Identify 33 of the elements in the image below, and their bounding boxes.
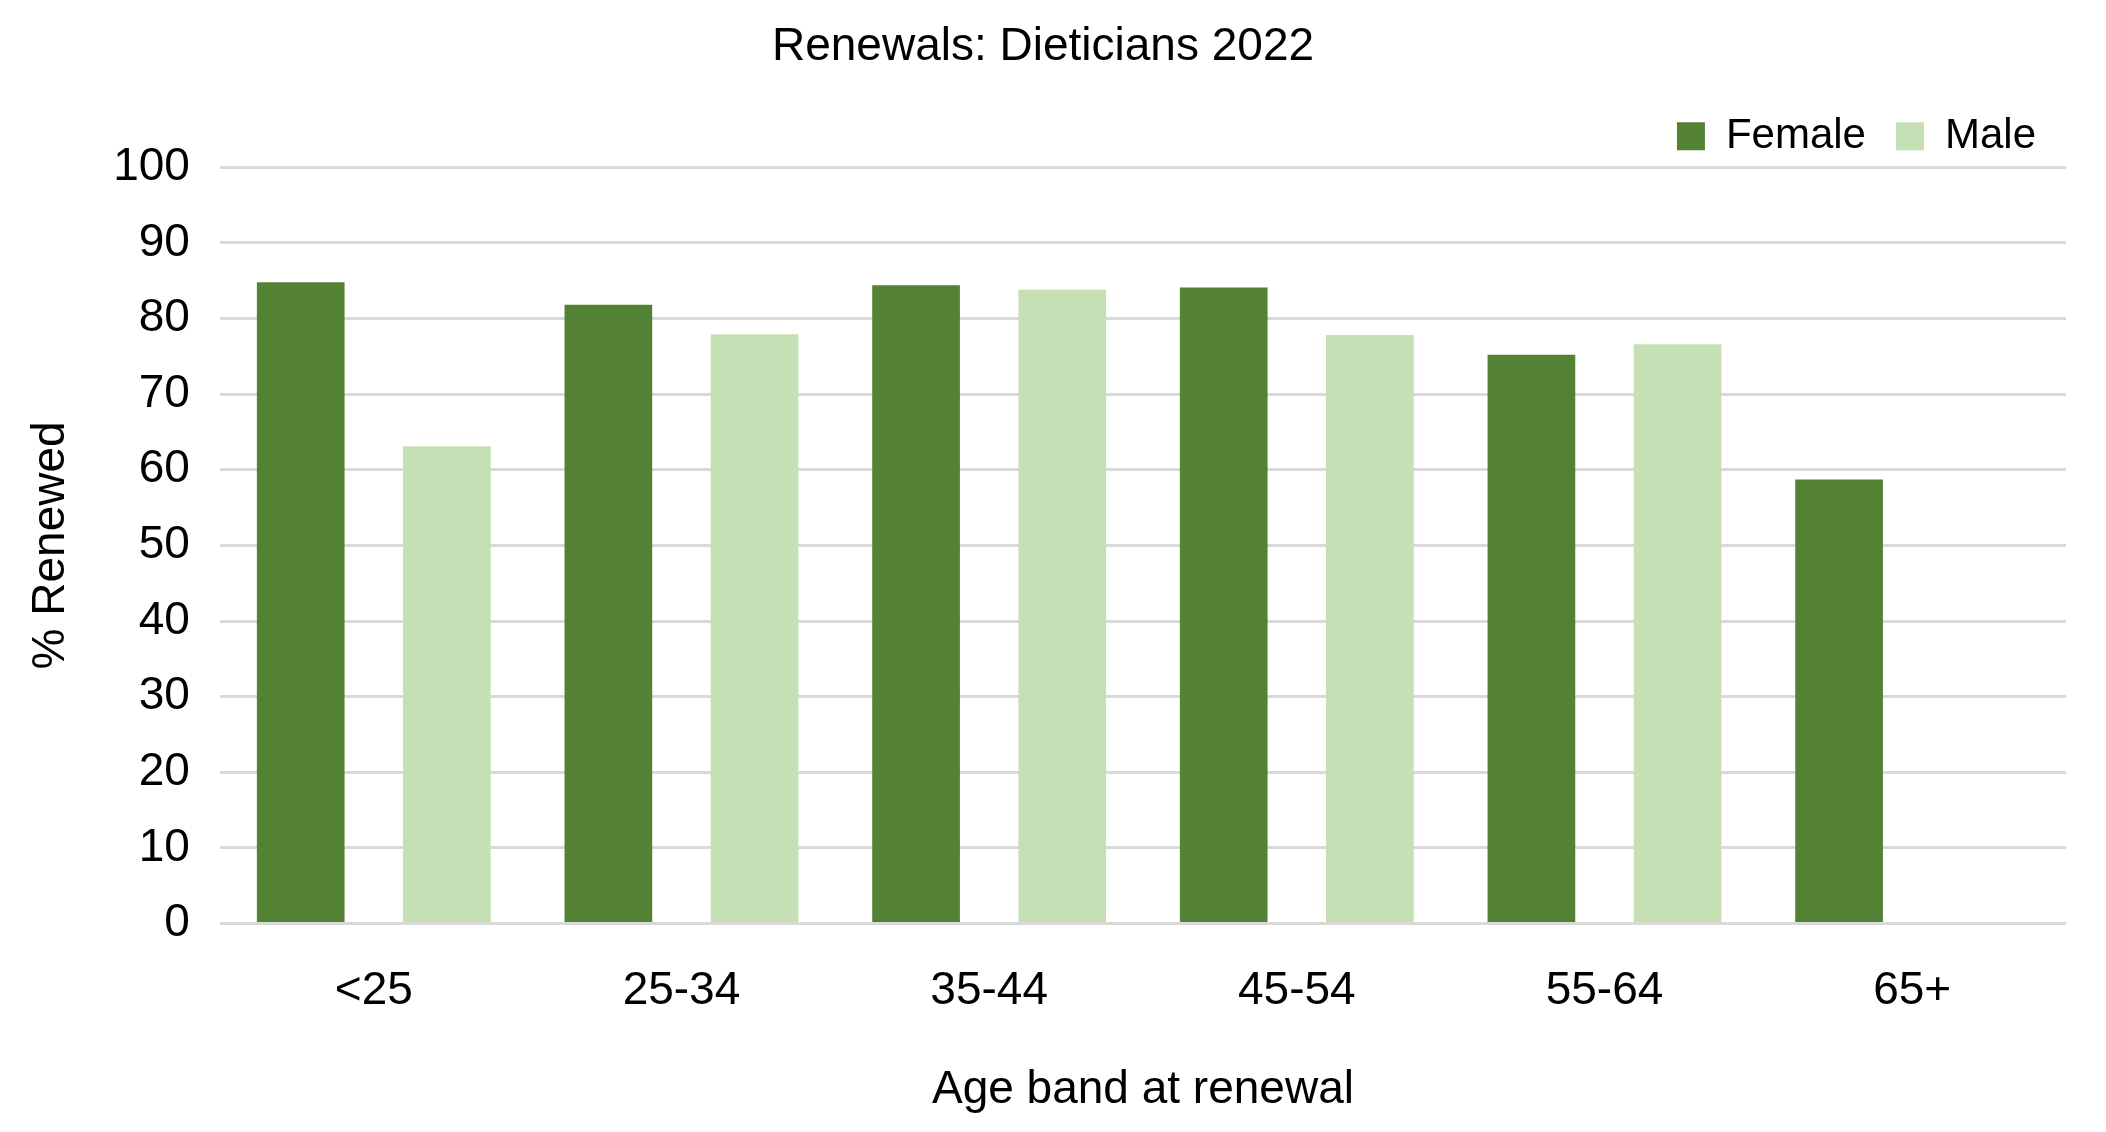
bar — [1795, 479, 1883, 923]
x-tick-label: 35-44 — [930, 961, 1048, 1014]
y-tick-label: 30 — [138, 667, 190, 720]
y-tick-label: 80 — [138, 289, 190, 342]
y-tick-label: 100 — [113, 137, 190, 190]
y-tick-label: 10 — [138, 818, 190, 871]
y-tick-label: 60 — [138, 440, 190, 493]
bar — [1326, 335, 1414, 923]
x-tick-label: 65+ — [1873, 961, 1952, 1014]
bar — [403, 446, 491, 923]
y-tick-label: 70 — [138, 364, 190, 417]
y-tick-label: 20 — [138, 743, 190, 796]
bar — [1018, 289, 1107, 923]
legend-label: Female — [1725, 109, 1866, 157]
y-tick-label: 40 — [138, 591, 190, 644]
bar — [1633, 344, 1722, 923]
bar — [256, 282, 345, 923]
chart-title: Renewals: Dieticians 2022 — [771, 18, 1315, 71]
x-tick-label: <25 — [334, 961, 413, 1014]
y-tick-label: 90 — [138, 213, 190, 266]
x-tick-label: 55-64 — [1545, 961, 1664, 1014]
bar — [1179, 287, 1268, 923]
x-axis-title: Age band at renewal — [931, 1061, 1354, 1114]
bar — [710, 334, 799, 923]
x-tick-label: 45-54 — [1237, 961, 1356, 1014]
x-tick-label: 25-34 — [622, 961, 741, 1014]
bar — [872, 285, 960, 923]
legend-label: Male — [1944, 109, 2037, 157]
y-tick-label: 0 — [164, 894, 190, 947]
bar — [564, 304, 653, 923]
y-tick-label: 50 — [138, 516, 190, 569]
bar — [1487, 354, 1576, 923]
y-axis-title: % Renewed — [22, 421, 75, 670]
